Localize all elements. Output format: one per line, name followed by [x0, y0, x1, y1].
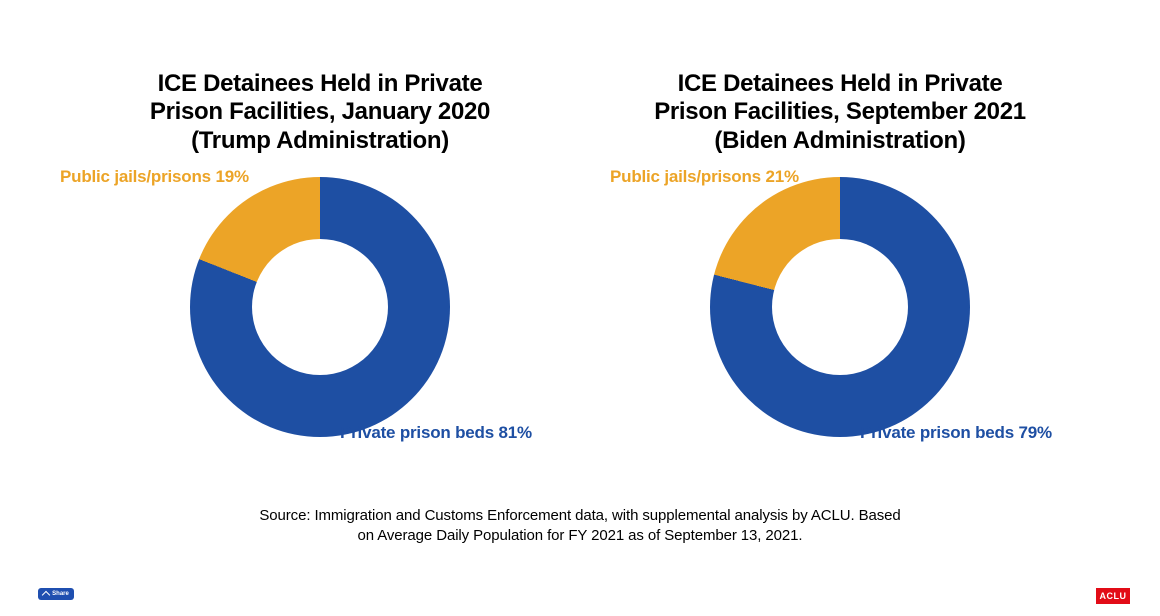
donut-hole-left — [252, 239, 388, 375]
slice-label-public-right: Public jails/prisons 21% — [610, 167, 799, 187]
donut-hole-right — [772, 239, 908, 375]
chart-panel-right: ICE Detainees Held in Private Prison Fac… — [620, 70, 1060, 437]
aclu-logo: ACLU — [1096, 588, 1130, 604]
donut-wrap-left: Public jails/prisons 19% Private prison … — [190, 177, 450, 437]
share-button[interactable]: Share — [38, 588, 74, 600]
slice-label-public-left: Public jails/prisons 19% — [60, 167, 249, 187]
source-citation: Source: Immigration and Customs Enforcem… — [0, 506, 1160, 547]
aclu-logo-text: ACLU — [1100, 591, 1127, 601]
chart-panel-left: ICE Detainees Held in Private Prison Fac… — [100, 70, 540, 437]
title-line: ICE Detainees Held in Private — [158, 70, 483, 97]
donut-wrap-right: Public jails/prisons 21% Private prison … — [710, 177, 970, 437]
title-line: ICE Detainees Held in Private — [678, 70, 1003, 97]
source-line-2: on Average Daily Population for FY 2021 … — [358, 527, 803, 544]
slice-label-private-left: Private prison beds 81% — [340, 423, 532, 443]
title-line: (Biden Administration) — [714, 127, 965, 154]
title-line: Prison Facilities, January 2020 — [150, 98, 490, 125]
slice-label-private-right: Private prison beds 79% — [860, 423, 1052, 443]
source-line-1: Source: Immigration and Customs Enforcem… — [259, 507, 900, 524]
chart-title-right: ICE Detainees Held in Private Prison Fac… — [654, 70, 1026, 155]
charts-container: ICE Detainees Held in Private Prison Fac… — [0, 0, 1160, 437]
title-line: (Trump Administration) — [191, 127, 449, 154]
title-line: Prison Facilities, September 2021 — [654, 98, 1026, 125]
share-label: Share — [52, 591, 69, 597]
chart-title-left: ICE Detainees Held in Private Prison Fac… — [150, 70, 490, 155]
